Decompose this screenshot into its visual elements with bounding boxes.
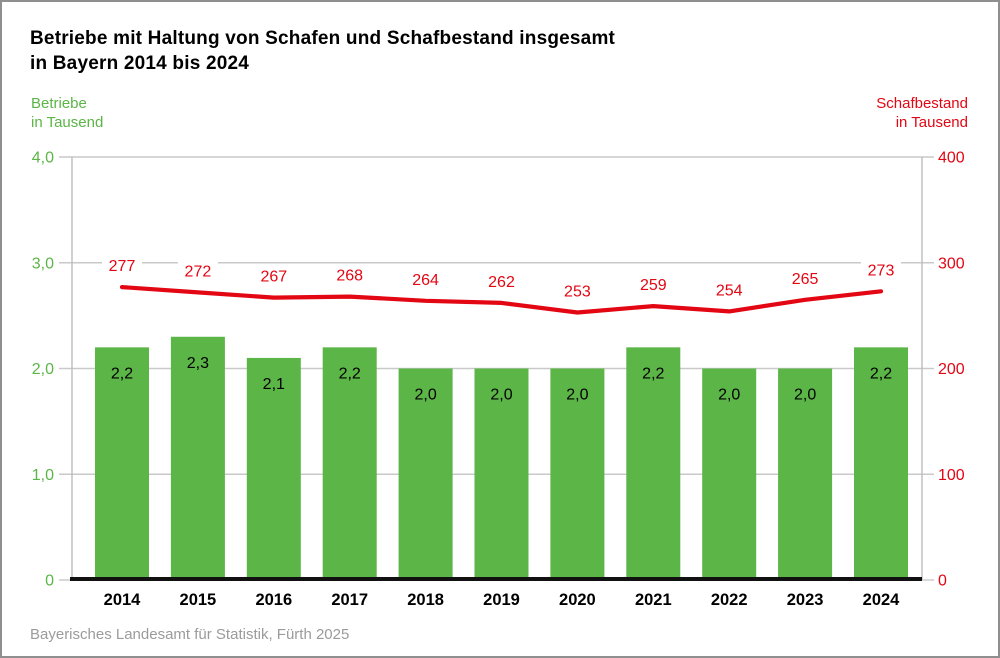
line-value-label: 254 [716, 282, 743, 299]
line-value-label: 253 [564, 283, 591, 300]
bar-2018 [398, 368, 453, 580]
line-label-bg [329, 265, 370, 285]
year-label-2021: 2021 [635, 591, 672, 609]
left-axis-title-line1: Betriebe [31, 95, 87, 112]
bar-value-label: 2,2 [870, 365, 892, 382]
bar-value-label: 2,2 [339, 365, 361, 382]
line-value-label: 272 [185, 263, 212, 280]
bar-2019 [474, 368, 529, 580]
bar-2016 [246, 357, 301, 580]
bar-2024 [854, 347, 908, 580]
right-tick-label: 200 [938, 361, 965, 378]
left-tick-label: 3,0 [32, 255, 54, 272]
bar-value-label: 2,2 [111, 365, 133, 382]
line-label-bg [633, 275, 674, 295]
bar-2022 [702, 368, 757, 580]
year-label-2022: 2022 [711, 591, 748, 609]
year-label-2016: 2016 [255, 591, 292, 609]
right-tick-label: 400 [938, 150, 965, 167]
bar-2014 [95, 347, 149, 580]
line-value-label: 268 [336, 268, 363, 285]
line-value-label: 277 [109, 258, 136, 275]
bar-value-label: 2,1 [263, 376, 285, 393]
bar-value-label: 2,0 [414, 387, 436, 404]
line-value-label: 259 [640, 277, 667, 294]
line-label-bg [253, 266, 294, 286]
year-label-2020: 2020 [559, 591, 596, 609]
left-tick-label: 4,0 [32, 150, 54, 167]
source-note: Bayerisches Landesamt für Statistik, Für… [30, 626, 350, 643]
line-value-label: 262 [488, 274, 515, 291]
right-tick-label: 100 [938, 467, 965, 484]
bar-2021 [626, 347, 681, 580]
right-tick-label: 300 [938, 255, 965, 272]
line-label-bg [481, 271, 522, 291]
left-axis-title-line2: in Tausend [31, 114, 104, 131]
bar-value-label: 2,3 [187, 355, 209, 372]
line-label-bg [102, 256, 142, 276]
bar-2017 [322, 347, 377, 580]
bar-value-label: 2,0 [566, 387, 588, 404]
right-tick-label: 0 [938, 573, 947, 590]
chart-title-line1: Betriebe mit Haltung von Schafen und Sch… [30, 28, 616, 49]
year-label-2015: 2015 [180, 591, 217, 609]
year-label-2018: 2018 [407, 591, 444, 609]
line-label-bg [709, 280, 750, 300]
right-axis-title-line2: in Tausend [895, 114, 968, 131]
right-axis-title: Schafbestand in Tausend [876, 94, 968, 132]
line-label-bg [177, 261, 218, 281]
line-value-label: 273 [868, 262, 895, 279]
line-label-bg [861, 260, 901, 280]
year-label-2023: 2023 [787, 591, 824, 609]
year-label-2017: 2017 [331, 591, 368, 609]
line-label-bg [405, 269, 446, 289]
year-label-2014: 2014 [104, 591, 142, 609]
line-value-label: 267 [260, 269, 287, 286]
bar-value-label: 2,0 [490, 387, 512, 404]
line-label-bg [785, 268, 826, 288]
year-label-2024: 2024 [863, 591, 901, 609]
sheep-stock-line [119, 285, 884, 315]
bar-2020 [550, 368, 605, 580]
line-label-bg [557, 281, 598, 301]
left-tick-label: 1,0 [32, 467, 54, 484]
bar-2023 [778, 368, 833, 580]
year-label-2019: 2019 [483, 591, 520, 609]
chart-title: Betriebe mit Haltung von Schafen und Sch… [30, 26, 615, 76]
line-value-label: 264 [412, 272, 439, 289]
chart-title-line2: in Bayern 2014 bis 2024 [30, 53, 250, 74]
left-tick-label: 0 [45, 573, 54, 590]
bar-value-label: 2,0 [794, 387, 816, 404]
left-axis-title: Betriebe in Tausend [31, 94, 103, 132]
line-value-label: 265 [792, 271, 819, 288]
bar-2015 [170, 336, 225, 580]
left-tick-label: 2,0 [32, 361, 54, 378]
right-axis-title-line1: Schafbestand [876, 95, 968, 112]
bar-value-label: 2,0 [718, 387, 740, 404]
bar-value-label: 2,2 [642, 365, 664, 382]
